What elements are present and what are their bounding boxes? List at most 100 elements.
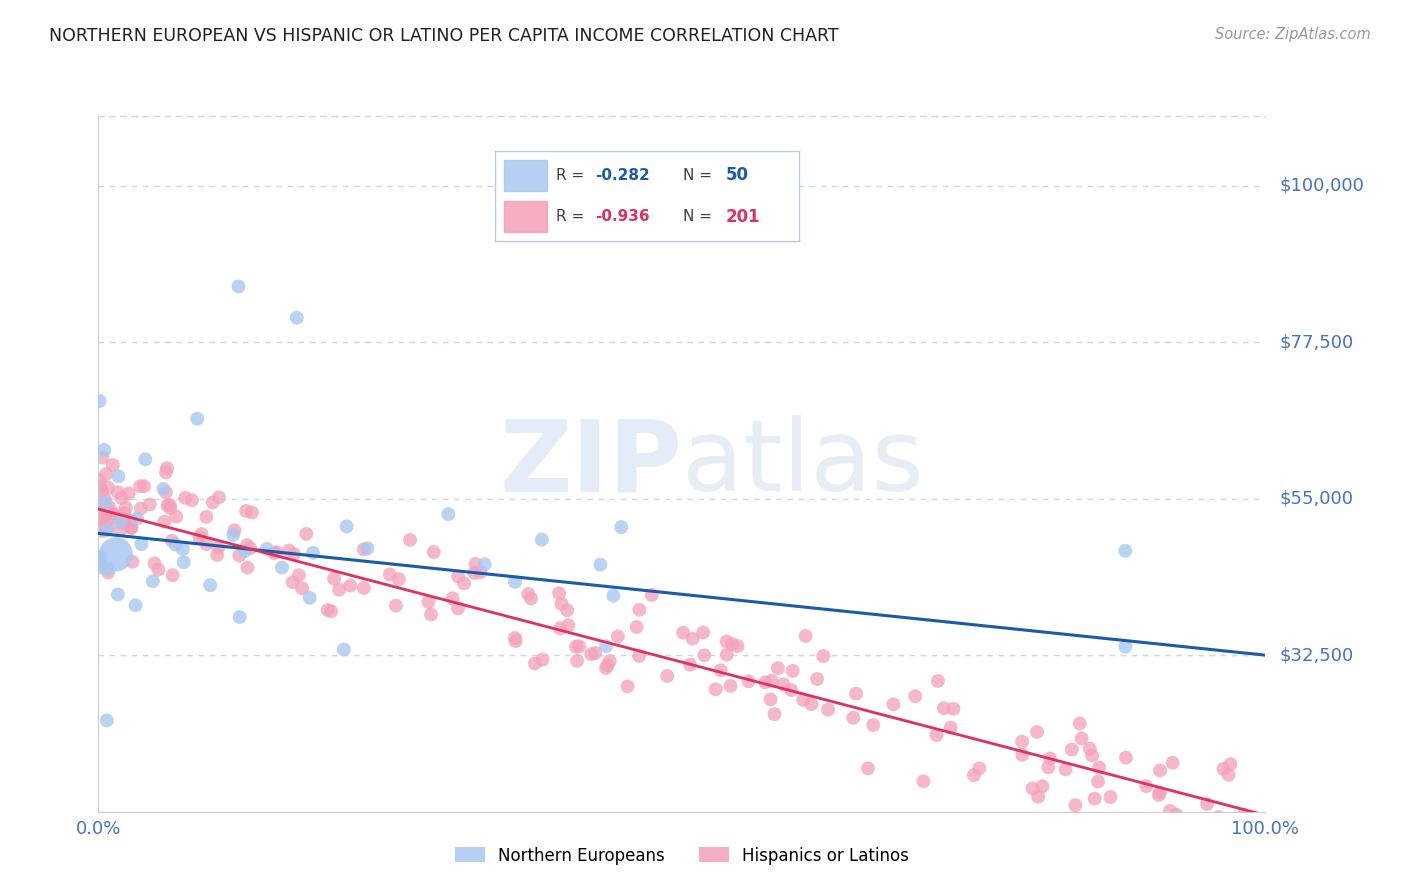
Point xyxy=(142,574,165,589)
Point xyxy=(97,508,120,522)
Point xyxy=(159,500,181,515)
Point xyxy=(794,629,817,643)
Point xyxy=(842,711,865,725)
Point xyxy=(228,549,250,563)
Point xyxy=(160,533,183,548)
Point xyxy=(156,499,179,513)
Text: $77,500: $77,500 xyxy=(1279,333,1354,351)
Point xyxy=(139,498,162,512)
Point xyxy=(222,528,245,542)
Point xyxy=(285,310,308,325)
Text: NORTHERN EUROPEAN VS HISPANIC OR LATINO PER CAPITA INCOME CORRELATION CHART: NORTHERN EUROPEAN VS HISPANIC OR LATINO … xyxy=(49,27,839,45)
Point xyxy=(581,647,603,661)
Point xyxy=(817,703,839,717)
Point xyxy=(118,486,141,500)
Point xyxy=(806,672,828,686)
Point xyxy=(616,679,638,693)
Point xyxy=(89,513,111,527)
Point xyxy=(134,452,156,467)
Text: N =: N = xyxy=(683,168,717,183)
Point xyxy=(628,648,651,663)
Point xyxy=(720,679,742,693)
Point xyxy=(517,587,540,601)
Point xyxy=(97,481,120,495)
Point xyxy=(236,560,259,574)
Point xyxy=(845,687,868,701)
Point xyxy=(228,279,250,293)
Point xyxy=(240,505,263,519)
Point xyxy=(555,603,578,617)
Point xyxy=(388,572,411,586)
Point xyxy=(129,501,152,516)
Point xyxy=(90,483,112,498)
Point xyxy=(107,469,129,483)
Point xyxy=(704,682,727,697)
Point xyxy=(470,566,492,580)
Point xyxy=(596,658,619,673)
Point xyxy=(1088,760,1111,774)
Point xyxy=(1149,786,1171,800)
Point xyxy=(155,466,177,480)
Point xyxy=(927,673,949,688)
Point xyxy=(759,692,782,706)
Point xyxy=(156,461,179,475)
Point xyxy=(1212,762,1234,776)
Point xyxy=(165,537,187,551)
Point xyxy=(107,485,129,500)
Point xyxy=(233,544,256,558)
Point xyxy=(503,574,526,589)
Point xyxy=(155,485,177,500)
Point xyxy=(1011,735,1033,749)
Point xyxy=(356,541,378,556)
Point xyxy=(323,572,346,586)
Point xyxy=(599,654,621,668)
Point xyxy=(782,664,804,678)
Point xyxy=(283,547,305,561)
Point xyxy=(120,519,142,533)
Point xyxy=(148,563,170,577)
Point xyxy=(727,639,749,653)
Point xyxy=(96,714,118,728)
Point xyxy=(89,479,111,493)
Point xyxy=(1026,725,1049,739)
Point xyxy=(188,530,211,544)
Point xyxy=(721,637,744,651)
Text: $100,000: $100,000 xyxy=(1279,177,1364,194)
Point xyxy=(505,634,527,648)
Text: $55,000: $55,000 xyxy=(1279,490,1354,508)
Point xyxy=(121,555,143,569)
Point xyxy=(589,558,612,572)
Text: 50: 50 xyxy=(725,166,749,184)
Point xyxy=(278,543,301,558)
Text: Source: ZipAtlas.com: Source: ZipAtlas.com xyxy=(1215,27,1371,42)
Point xyxy=(172,541,194,556)
Point xyxy=(281,575,304,590)
Point xyxy=(152,482,174,496)
Point xyxy=(1114,640,1136,654)
Point xyxy=(1161,756,1184,770)
Point xyxy=(932,701,955,715)
Point xyxy=(942,702,965,716)
Point xyxy=(418,595,440,609)
Point xyxy=(94,467,117,481)
Point xyxy=(441,591,464,606)
Point xyxy=(1054,763,1077,777)
Point xyxy=(583,646,606,660)
Point xyxy=(100,507,122,521)
Point xyxy=(1219,757,1241,772)
Point xyxy=(89,474,111,488)
Point xyxy=(531,653,554,667)
Point xyxy=(862,718,884,732)
Point xyxy=(679,657,702,672)
Point xyxy=(716,634,738,648)
Point xyxy=(530,533,553,547)
Point xyxy=(453,576,475,591)
Point xyxy=(195,509,218,524)
Text: $32,500: $32,500 xyxy=(1279,646,1354,665)
Text: R =: R = xyxy=(555,210,589,224)
Text: ZIP: ZIP xyxy=(499,416,682,512)
Point xyxy=(101,506,124,520)
Point xyxy=(1166,807,1188,822)
Point xyxy=(447,601,470,615)
Point xyxy=(737,674,759,689)
